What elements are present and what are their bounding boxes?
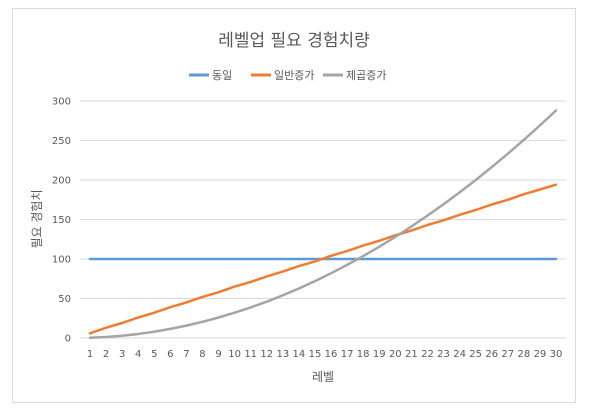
series-lines: [88, 109, 558, 340]
x-tick-label: 27: [501, 349, 514, 360]
x-tick-label: 22: [421, 349, 434, 360]
x-tick-label: 28: [517, 349, 530, 360]
y-tick-label: 300: [52, 97, 71, 108]
legend-item: 일반증가: [251, 68, 314, 82]
x-tick-label: 1: [87, 349, 93, 360]
x-tick-label: 6: [167, 349, 173, 360]
x-tick-label: 16: [325, 349, 338, 360]
legend-item: 동일: [189, 68, 232, 82]
x-tick-label: 25: [469, 349, 482, 360]
legend: 동일 일반증가 제곱증가: [189, 68, 386, 82]
series-line-제곱증가: [88, 109, 558, 340]
y-tick-label: 50: [58, 294, 71, 305]
x-tick-label: 4: [135, 349, 141, 360]
x-tick-label: 13: [276, 349, 289, 360]
x-tick-label: 21: [405, 349, 418, 360]
x-tick-label: 11: [244, 349, 257, 360]
x-tick-label: 19: [373, 349, 386, 360]
x-tick-label: 8: [199, 349, 205, 360]
y-tick-label: 200: [52, 176, 71, 187]
legend-label: 동일: [212, 68, 232, 82]
x-tick-label: 24: [453, 349, 466, 360]
x-tick-label: 5: [151, 349, 157, 360]
series-line-일반증가: [88, 183, 558, 335]
x-tick-label: 9: [215, 349, 221, 360]
gridlines: [80, 100, 566, 339]
x-axis-title: 레벨: [312, 370, 334, 384]
x-tick-label: 2: [103, 349, 109, 360]
x-tick-label: 3: [119, 349, 125, 360]
x-tick-label: 30: [550, 349, 563, 360]
legend-label: 제곱증가: [346, 69, 386, 82]
y-tick-label: 250: [52, 136, 71, 147]
x-tick-label: 14: [293, 349, 306, 360]
x-tick-label: 15: [309, 349, 322, 360]
x-tick-label: 26: [485, 349, 498, 360]
y-axis-ticks: 0 50 100 150 200 250 300: [52, 97, 71, 345]
y-tick-label: 0: [65, 334, 71, 345]
x-tick-label: 17: [341, 349, 354, 360]
chart-title: 레벨업 필요 경험치량: [218, 31, 370, 51]
y-tick-label: 100: [52, 255, 71, 266]
x-axis-ticks: 1 2 3 4 5 6 7 8 9 10 11 12 13 14 15 16 17 18 19 20 21 22 23 24 2…: [87, 349, 563, 360]
x-tick-label: 29: [534, 349, 547, 360]
x-tick-label: 10: [228, 349, 241, 360]
y-axis-title: 필요 경험치: [30, 189, 44, 248]
x-tick-label: 18: [357, 349, 370, 360]
x-tick-label: 23: [437, 349, 450, 360]
y-tick-label: 150: [52, 215, 71, 226]
x-tick-label: 12: [260, 349, 273, 360]
x-tick-label: 7: [183, 349, 189, 360]
legend-label: 일반증가: [274, 68, 314, 82]
legend-item: 제곱증가: [323, 69, 386, 82]
x-tick-label: 20: [389, 349, 402, 360]
